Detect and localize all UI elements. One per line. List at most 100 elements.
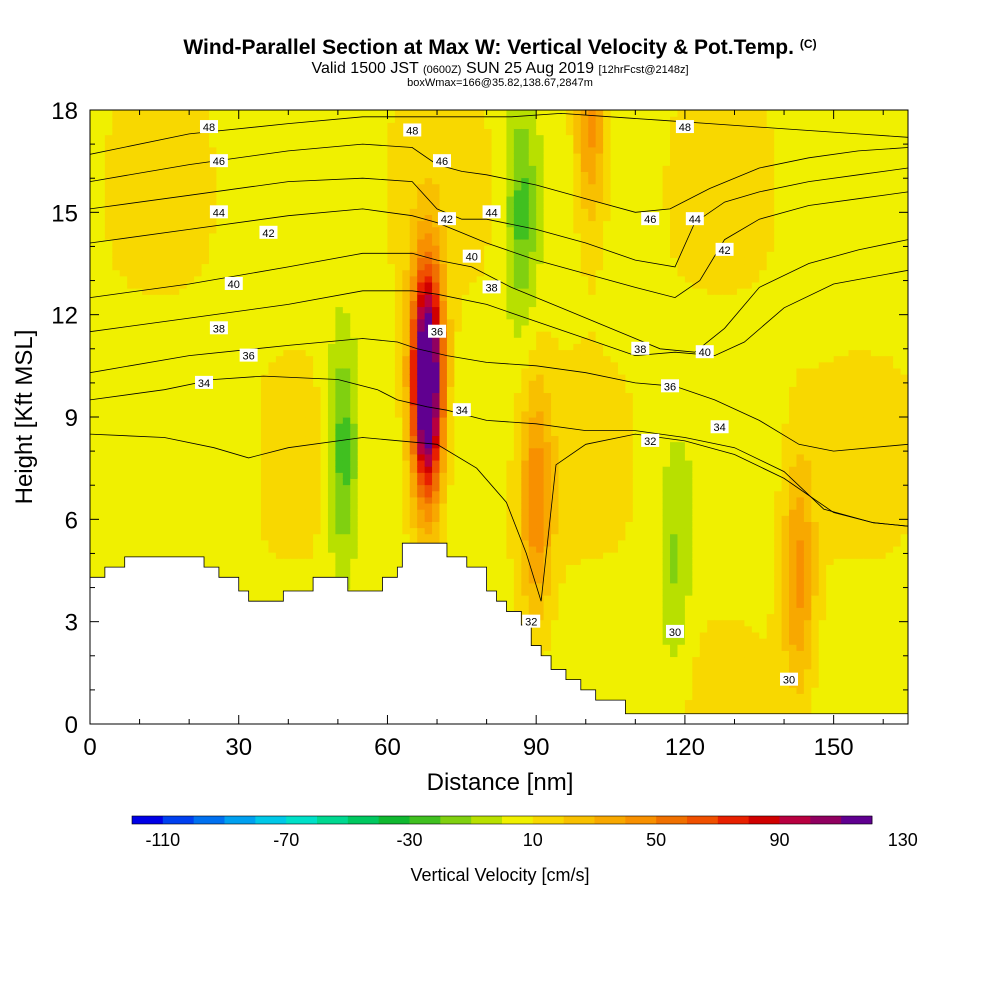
w-cell [454,552,463,559]
w-cell [246,367,255,375]
w-cell [216,177,225,185]
w-cell [320,374,329,381]
w-cell [320,134,329,142]
w-cell [424,214,433,222]
w-cell [342,263,351,271]
w-cell [90,490,99,498]
w-cell [179,484,188,492]
w-cell [142,269,151,277]
w-cell [357,521,366,529]
w-cell [261,257,270,265]
w-cell [446,343,455,351]
w-cell [164,269,173,277]
w-cell [387,263,396,271]
w-cell [402,410,411,418]
w-cell [127,337,136,344]
w-cell [268,306,277,314]
w-cell [454,533,463,541]
w-cell [186,245,195,252]
w-cell [350,337,359,344]
w-cell [231,202,240,209]
w-cell [186,300,195,308]
w-cell [387,140,396,148]
w-cell [357,484,366,492]
w-cell [417,441,426,449]
w-cell [327,312,336,320]
w-cell [313,312,322,320]
w-cell [305,288,314,295]
w-cell [290,269,299,277]
w-cell [380,423,389,430]
w-cell [223,417,232,424]
w-cell [261,177,270,185]
w-cell [142,306,151,314]
w-cell [305,263,314,271]
w-cell [90,318,99,326]
w-cell [327,484,336,492]
w-cell [112,128,121,136]
w-cell [208,459,218,467]
w-cell [298,331,307,338]
w-cell [97,515,106,522]
w-cell [164,226,173,234]
w-cell [268,288,277,295]
w-cell [298,128,307,136]
w-cell [171,263,180,271]
w-cell [149,294,158,301]
w-cell [142,312,151,320]
w-cell [357,281,366,289]
w-cell [156,220,165,228]
w-cell [283,490,292,498]
w-cell [253,294,262,301]
w-cell [372,552,381,559]
w-cell [201,502,210,510]
w-cell [342,116,351,123]
w-cell [305,165,314,172]
w-cell [194,349,203,357]
w-cell [90,515,99,522]
w-cell [305,466,314,473]
w-cell [231,423,240,430]
w-cell [149,404,158,412]
w-cell [357,564,366,572]
w-cell [253,195,262,203]
w-cell [261,220,270,228]
w-cell [335,447,344,455]
w-cell [238,521,247,529]
w-cell [446,226,455,234]
w-cell [238,269,247,277]
w-cell [380,110,389,117]
w-cell [342,552,351,559]
w-cell [90,288,99,295]
w-cell [127,349,136,357]
w-cell [186,386,195,394]
w-cell [238,263,247,271]
w-cell [394,226,403,234]
w-cell [216,545,225,553]
w-cell [424,429,433,437]
w-cell [432,275,441,283]
w-cell [417,502,426,510]
w-cell [372,171,381,179]
w-cell [208,251,218,258]
w-cell [201,527,210,535]
w-cell [246,558,255,565]
w-cell [335,552,344,559]
w-cell [394,502,403,510]
w-cell [149,331,158,338]
w-cell [439,281,448,289]
w-cell [446,134,455,142]
w-cell [97,251,106,258]
w-cell [409,380,418,387]
w-cell [313,398,322,406]
w-cell [223,380,232,387]
w-cell [104,545,113,553]
w-cell [283,238,292,246]
w-cell [90,220,99,228]
w-cell [216,275,225,283]
w-cell [164,318,173,326]
w-cell [142,331,151,338]
w-cell [446,472,455,479]
w-cell [134,110,143,117]
w-cell [156,331,165,338]
